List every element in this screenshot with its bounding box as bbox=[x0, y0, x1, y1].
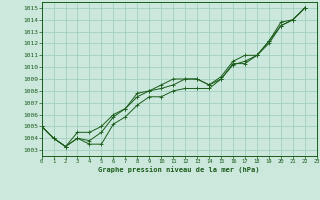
X-axis label: Graphe pression niveau de la mer (hPa): Graphe pression niveau de la mer (hPa) bbox=[99, 166, 260, 173]
